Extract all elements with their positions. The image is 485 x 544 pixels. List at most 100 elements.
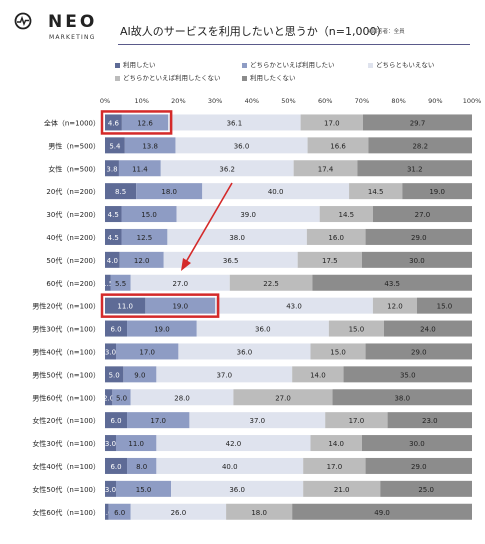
- data-label: 19.0: [429, 188, 445, 196]
- data-label: 15.0: [437, 303, 453, 311]
- x-tick-label: 60%: [318, 97, 332, 105]
- legend-swatch-s5: [242, 75, 247, 81]
- data-label: 4.6: [108, 119, 120, 127]
- data-label: 38.0: [394, 394, 410, 402]
- category-label: 女性30代（n=100）: [32, 439, 100, 448]
- bar-segment: [306, 228, 366, 245]
- data-label: 17.0: [327, 463, 343, 471]
- data-label: 24.0: [420, 326, 436, 334]
- data-label: 15.0: [330, 348, 346, 356]
- data-label: 14.0: [328, 440, 344, 448]
- x-tick-label: 100%: [463, 97, 482, 105]
- data-label: 15.0: [349, 326, 365, 334]
- bar-segment: [307, 137, 369, 154]
- data-label: 27.0: [172, 280, 188, 288]
- bar-segment: [171, 480, 304, 497]
- bar-segment: [105, 183, 137, 200]
- bar-segment: [105, 274, 111, 291]
- bar-segment: [300, 114, 364, 131]
- bar-segment: [156, 366, 293, 383]
- bar-segment: [116, 480, 172, 497]
- data-label: 12.0: [134, 257, 150, 265]
- data-label: 6.0: [110, 326, 121, 334]
- bar-segment: [105, 137, 125, 154]
- bar-segment: [293, 160, 358, 177]
- x-tick-label: 80%: [391, 97, 405, 105]
- category-label: 男性20代（n=100）: [32, 302, 100, 311]
- data-label: 35.0: [400, 371, 416, 379]
- bar-segment: [130, 274, 230, 291]
- data-label: 17.0: [150, 417, 166, 425]
- data-label: 15.0: [141, 211, 157, 219]
- data-label: 42.0: [226, 440, 242, 448]
- bar-segment: [105, 366, 124, 383]
- bar-segment: [130, 389, 234, 406]
- bar-segment: [118, 160, 161, 177]
- brand-name: NEO: [48, 12, 98, 32]
- x-tick-label: 70%: [355, 97, 369, 105]
- data-label: 36.0: [229, 486, 245, 494]
- bar-segment: [178, 343, 311, 360]
- x-tick-label: 90%: [428, 97, 442, 105]
- bar-segment: [361, 435, 472, 452]
- bar-segment: [121, 228, 168, 245]
- data-label: 14.5: [339, 211, 355, 219]
- bar-segment: [292, 366, 344, 383]
- data-label: 11.0: [117, 303, 133, 311]
- data-label: 29.0: [411, 234, 427, 242]
- data-label: 12.0: [387, 303, 403, 311]
- category-label: 男性30代（n=100）: [32, 325, 100, 334]
- category-label: 女性50代（n=100）: [32, 485, 100, 494]
- data-label: 3.0: [105, 486, 116, 494]
- bar-segment: [121, 206, 177, 223]
- x-tick-label: 0%: [100, 97, 110, 105]
- data-label: 11.4: [132, 165, 148, 173]
- bar-segment: [189, 412, 326, 429]
- bar-segment: [196, 320, 329, 337]
- bar-segment: [319, 206, 373, 223]
- data-label: 36.5: [223, 257, 239, 265]
- bar-segment: [380, 480, 472, 497]
- bar-segment: [116, 343, 179, 360]
- data-label: 17.4: [318, 165, 334, 173]
- chart-title: AI故人のサービスを利用したいと思うか（n=1,000）: [120, 25, 388, 38]
- category-label: 男性40代（n=100）: [32, 347, 100, 356]
- data-label: 16.6: [330, 142, 346, 150]
- bar-segment: [310, 343, 366, 360]
- data-label: 36.0: [237, 348, 253, 356]
- category-label: 20代（n=200）: [46, 187, 100, 196]
- data-label: 5.0: [116, 394, 127, 402]
- bar-segment: [127, 320, 197, 337]
- bar-segment: [363, 114, 472, 131]
- bar-segment: [105, 457, 128, 474]
- bar-segment: [105, 251, 120, 268]
- bar-segment: [105, 503, 109, 520]
- data-label: 27.0: [415, 211, 431, 219]
- bar-segment: [112, 389, 131, 406]
- title-divider: [118, 44, 470, 45]
- bar-segment: [121, 114, 169, 131]
- bar-segment: [312, 274, 472, 291]
- x-tick-label: 40%: [245, 97, 259, 105]
- legend-item-s4: どちらかといえば利用したくない: [115, 72, 221, 82]
- bar-segment: [365, 457, 472, 474]
- bar-segment: [105, 480, 117, 497]
- data-label: 13.8: [142, 142, 158, 150]
- data-label: 6.0: [114, 509, 125, 517]
- data-label: 19.0: [154, 326, 170, 334]
- brand-subtitle: MARKETING: [49, 34, 96, 41]
- bar-segment: [105, 435, 117, 452]
- category-label: 女性20代（n=100）: [32, 416, 100, 425]
- bar-segment: [105, 114, 122, 131]
- bar-segment: [110, 274, 131, 291]
- bar-segment: [292, 503, 472, 520]
- legend-swatch-s4: [115, 75, 120, 81]
- bar-segment: [361, 251, 472, 268]
- bar-segment: [372, 297, 417, 314]
- data-label: 12.5: [137, 234, 153, 242]
- bar-segment: [163, 251, 298, 268]
- bar-segment: [233, 389, 333, 406]
- pulse-circle-icon: [14, 12, 32, 30]
- category-label: 全体（n=1000）: [44, 118, 100, 127]
